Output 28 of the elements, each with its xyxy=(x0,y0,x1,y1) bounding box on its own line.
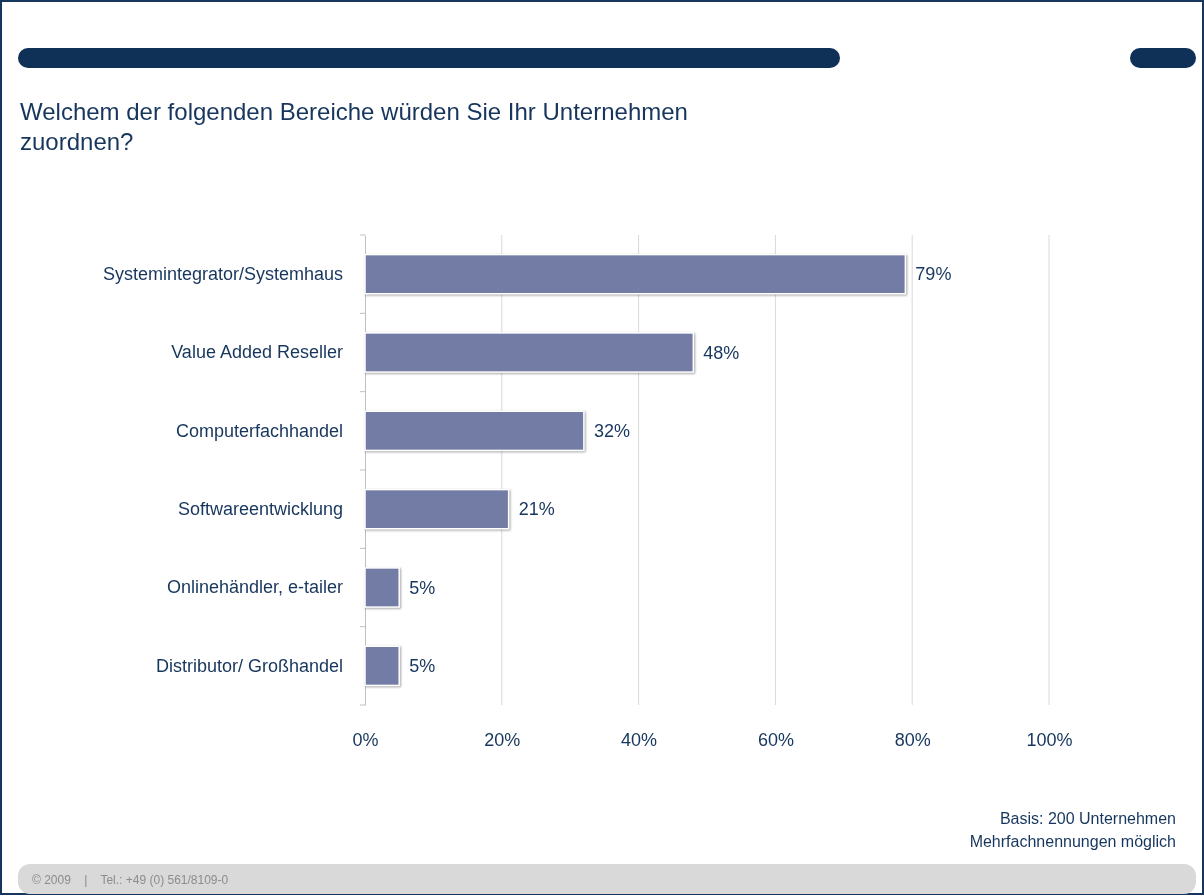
y-tick-label: Softwareentwicklung xyxy=(177,498,343,519)
y-tick-label: Onlinehändler, e-tailer xyxy=(166,577,343,598)
bar xyxy=(364,410,585,452)
y-tick-label: Value Added Reseller xyxy=(171,342,343,363)
bar xyxy=(364,332,695,373)
data-label: 21% xyxy=(518,499,555,520)
data-label: 5% xyxy=(409,656,436,677)
bar xyxy=(364,488,510,530)
chart-title: Welchem der folgenden Bereiche würden Sie Ihr Unternehmen zuordnen? xyxy=(20,98,688,155)
x-tick-label: 60% xyxy=(757,729,794,750)
y-tick-label: Computerfachhandel xyxy=(175,420,343,441)
text: Basis: 200 Unternehmen xyxy=(999,810,1176,827)
data-label: 79% xyxy=(915,264,952,285)
x-tick-label: 80% xyxy=(894,729,931,750)
data-label: 5% xyxy=(409,577,436,598)
y-tick-label: Systemintegrator/Systemhaus xyxy=(102,263,343,284)
x-tick-label: 100% xyxy=(1026,729,1073,750)
text: Mehrfachnennungen möglich xyxy=(969,833,1176,850)
bar xyxy=(364,567,400,608)
data-label: 48% xyxy=(703,342,740,363)
bar xyxy=(364,645,400,687)
bar xyxy=(364,253,907,295)
data-label: 32% xyxy=(593,421,630,442)
y-tick-label: Distributor/ Großhandel xyxy=(155,655,343,676)
text: © 2009 | Tel.: +49 (0) 561/8109-0 xyxy=(32,873,229,887)
x-tick-label: 40% xyxy=(621,729,658,750)
x-tick-label: 0% xyxy=(352,729,379,750)
x-tick-label: 20% xyxy=(484,729,521,750)
